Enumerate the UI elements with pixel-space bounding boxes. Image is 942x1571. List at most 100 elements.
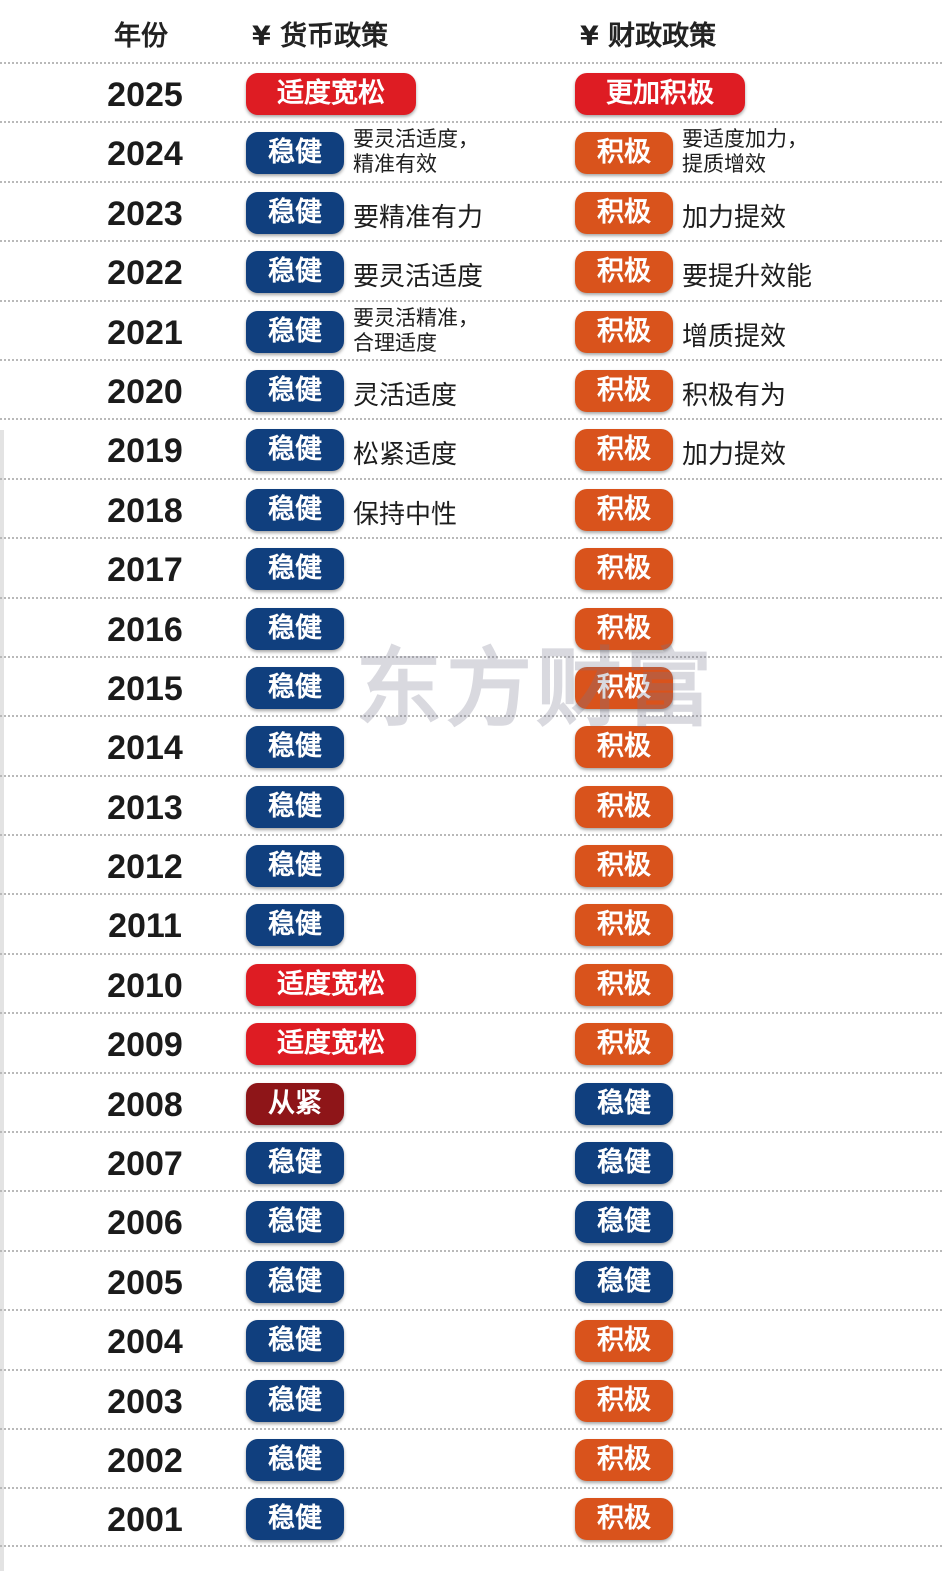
year-cell: 2025 [107, 76, 183, 114]
table-row: 2025 适度宽松 更加积极 [0, 62, 942, 121]
year-cell: 2017 [107, 551, 183, 590]
fiscal-policy-badge: 积极 [575, 726, 673, 769]
monetary-policy-badge: 稳健 [246, 1438, 344, 1481]
fiscal-policy-note: 要提升效能 [682, 262, 813, 293]
table-row: 2017 稳健 积极 [0, 537, 942, 596]
monetary-policy-badge: 稳健 [246, 191, 344, 234]
monetary-policy-badge: 稳健 [246, 132, 344, 175]
monetary-policy-badge: 稳健 [246, 310, 344, 353]
monetary-policy-note: 灵活适度 [353, 380, 458, 411]
fiscal-policy-badge: 更加积极 [575, 73, 745, 115]
monetary-policy-note: 要灵活适度， 精准有效 [353, 127, 479, 177]
header-fiscal-policy: ¥ 财政政策 [580, 21, 717, 52]
fiscal-policy-badge: 积极 [575, 132, 673, 175]
year-cell: 2010 [107, 966, 183, 1005]
table-row: 2001 稳健 积极 [0, 1487, 942, 1547]
monetary-policy-badge: 适度宽松 [246, 1023, 416, 1066]
year-cell: 2013 [107, 788, 183, 827]
header-year: 年份 [114, 21, 168, 52]
table-row: 2006 稳健 稳健 [0, 1190, 942, 1249]
year-cell: 2015 [107, 669, 183, 708]
year-cell: 2005 [107, 1263, 183, 1302]
year-cell: 2016 [107, 610, 183, 649]
table-row: 2016 稳健 积极 [0, 596, 942, 656]
year-cell: 2003 [107, 1382, 183, 1421]
table-row: 2022 稳健 要灵活适度 积极 要提升效能 [0, 240, 942, 299]
fiscal-policy-badge: 积极 [575, 1023, 673, 1066]
monetary-policy-badge: 稳健 [246, 1498, 344, 1541]
year-cell: 2021 [107, 313, 183, 352]
fiscal-policy-note: 加力提效 [682, 202, 787, 233]
table-row: 2012 稳健 积极 [0, 834, 942, 893]
year-cell: 2009 [107, 1026, 183, 1065]
year-cell: 2012 [107, 848, 183, 887]
fiscal-policy-badge: 积极 [575, 488, 673, 531]
header-monetary-policy: ¥ 货币政策 [252, 21, 389, 52]
table-row: 2003 稳健 积极 [0, 1368, 942, 1428]
fiscal-policy-badge: 稳健 [575, 1201, 673, 1244]
table-row: 2005 稳健 稳健 [0, 1249, 942, 1309]
fiscal-policy-badge: 积极 [575, 785, 673, 828]
fiscal-policy-badge: 积极 [575, 548, 673, 591]
monetary-policy-badge: 稳健 [246, 666, 344, 709]
year-cell: 2008 [107, 1085, 183, 1124]
table-row: 2008 从紧 稳健 [0, 1071, 942, 1131]
table-row: 2021 稳健 要灵活精准， 合理适度 积极 增质提效 [0, 299, 942, 359]
fiscal-policy-badge: 积极 [575, 1438, 673, 1481]
monetary-policy-note: 要灵活精准， 合理适度 [353, 305, 479, 355]
year-cell: 2006 [107, 1204, 183, 1243]
monetary-policy-badge: 稳健 [246, 1260, 344, 1303]
monetary-policy-badge: 稳健 [246, 607, 344, 650]
table-row: 2013 稳健 积极 [0, 774, 942, 834]
year-cell: 2011 [108, 907, 182, 946]
year-cell: 2014 [107, 729, 183, 768]
table-row: 2007 稳健 稳健 [0, 1131, 942, 1190]
monetary-policy-badge: 稳健 [246, 429, 344, 472]
table-row: 2011 稳健 积极 [0, 893, 942, 952]
fiscal-policy-badge: 积极 [575, 1379, 673, 1422]
year-cell: 2002 [107, 1441, 183, 1480]
fiscal-policy-badge: 稳健 [575, 1082, 673, 1125]
year-cell: 2022 [107, 254, 183, 293]
year-cell: 2019 [107, 432, 183, 471]
monetary-policy-badge: 适度宽松 [246, 73, 416, 115]
table-row: 2024 稳健 要灵活适度， 精准有效 积极 要适度加力， 提质增效 [0, 121, 942, 180]
monetary-policy-badge: 稳健 [246, 1201, 344, 1244]
year-cell: 2004 [107, 1323, 183, 1362]
monetary-policy-note: 要精准有力 [353, 202, 484, 233]
monetary-policy-badge: 稳健 [246, 488, 344, 531]
fiscal-policy-badge: 积极 [575, 607, 673, 650]
year-cell: 2018 [107, 491, 183, 530]
fiscal-policy-badge: 积极 [575, 369, 673, 412]
fiscal-policy-badge: 积极 [575, 251, 673, 294]
table-row: 2018 稳健 保持中性 积极 [0, 477, 942, 537]
monetary-policy-badge: 稳健 [246, 369, 344, 412]
monetary-policy-badge: 从紧 [246, 1082, 344, 1125]
fiscal-policy-badge: 积极 [575, 1498, 673, 1541]
monetary-policy-badge: 稳健 [246, 548, 344, 591]
monetary-policy-badge: 适度宽松 [246, 963, 416, 1006]
fiscal-policy-badge: 积极 [575, 191, 673, 234]
left-edge-shadow [0, 430, 4, 1571]
table-header: 年份 ¥ 货币政策 ¥ 财政政策 [0, 0, 942, 62]
year-cell: 2020 [107, 372, 183, 411]
monetary-policy-note: 要灵活适度 [353, 262, 484, 293]
year-cell: 2001 [107, 1501, 183, 1540]
year-cell: 2023 [107, 194, 183, 233]
fiscal-policy-note: 增质提效 [682, 321, 787, 352]
monetary-policy-note: 松紧适度 [353, 440, 458, 471]
table-row: 2023 稳健 要精准有力 积极 加力提效 [0, 180, 942, 240]
table-row: 2015 稳健 积极 [0, 655, 942, 715]
fiscal-policy-badge: 积极 [575, 310, 673, 353]
monetary-policy-badge: 稳健 [246, 1379, 344, 1422]
fiscal-policy-badge: 稳健 [575, 1142, 673, 1185]
year-cell: 2024 [107, 135, 183, 174]
monetary-policy-badge: 稳健 [246, 251, 344, 294]
table-row: 2002 稳健 积极 [0, 1427, 942, 1487]
fiscal-policy-note: 积极有为 [682, 380, 787, 411]
fiscal-policy-badge: 稳健 [575, 1260, 673, 1303]
monetary-policy-badge: 稳健 [246, 1320, 344, 1363]
table-row: 2020 稳健 灵活适度 积极 积极有为 [0, 358, 942, 418]
table-row: 2019 稳健 松紧适度 积极 加力提效 [0, 418, 942, 477]
monetary-policy-badge: 稳健 [246, 1142, 344, 1185]
